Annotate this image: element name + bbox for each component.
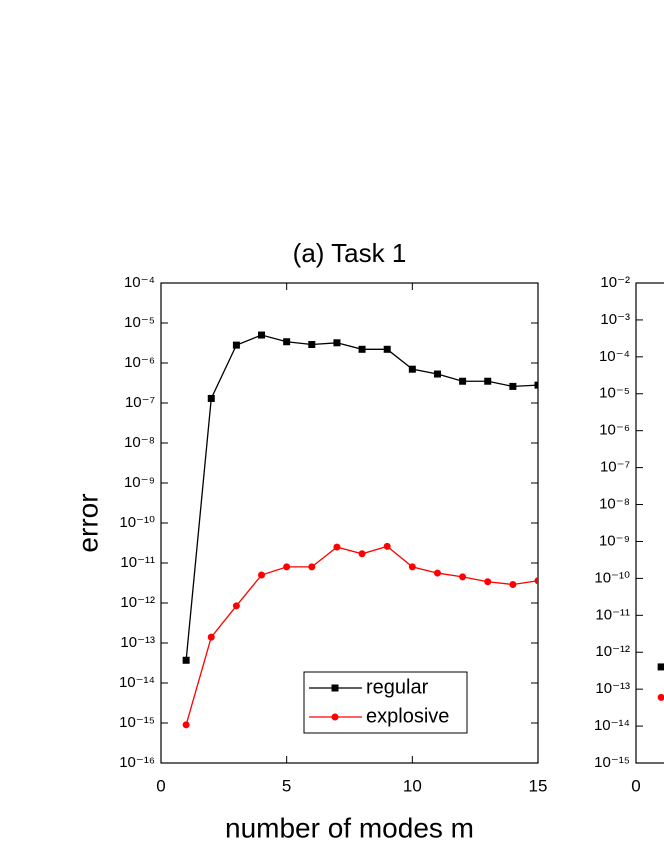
marker [358, 345, 366, 353]
marker [331, 684, 339, 692]
y-tick-label: 10⁻⁸ [599, 496, 630, 513]
y-axis-label: error [72, 493, 103, 552]
marker [657, 663, 664, 671]
x-tick-label: 5 [282, 776, 291, 795]
marker [383, 542, 391, 550]
y-tick-label: 10⁻⁹ [599, 532, 630, 549]
marker [232, 341, 240, 349]
marker [484, 578, 492, 586]
marker [331, 713, 339, 721]
marker [232, 602, 240, 610]
marker [433, 370, 441, 378]
x-axis-label: number of modes m [225, 812, 474, 843]
x-tick-label: 0 [156, 776, 165, 795]
y-tick-label: 10⁻¹⁰ [119, 514, 155, 531]
marker [509, 581, 517, 589]
marker [408, 365, 416, 373]
y-tick-label: 10⁻⁸ [124, 434, 155, 451]
y-tick-label: 10⁻¹⁶ [119, 754, 155, 771]
y-tick-label: 10⁻⁹ [124, 474, 155, 491]
marker [383, 345, 391, 353]
y-tick-label: 10⁻⁴ [599, 348, 630, 365]
marker [308, 563, 316, 571]
marker [358, 550, 366, 558]
plot-frame [160, 282, 539, 764]
marker [258, 331, 266, 339]
marker [408, 563, 416, 571]
marker [534, 381, 538, 389]
marker [509, 382, 517, 390]
x-tick-label: 15 [529, 776, 548, 795]
plot-area [182, 331, 538, 729]
y-tick-label: 10⁻¹² [595, 643, 630, 660]
marker [207, 633, 215, 641]
marker [534, 577, 538, 585]
marker [182, 656, 190, 664]
marker [258, 571, 266, 579]
marker [459, 377, 467, 385]
marker [333, 339, 341, 347]
y-tick-label: 10⁻¹¹ [595, 606, 630, 623]
legend-label: regular [366, 676, 429, 698]
y-tick-label: 10⁻¹¹ [120, 554, 155, 571]
y-tick-label: 10⁻¹⁵ [119, 714, 155, 731]
x-tick-label: 10 [403, 776, 422, 795]
plot-area [657, 663, 664, 701]
marker [283, 563, 291, 571]
marker [657, 693, 664, 701]
marker [484, 377, 492, 385]
x-tick-label: 0 [631, 776, 640, 795]
marker [333, 543, 341, 551]
y-tick-label: 10⁻¹⁴ [119, 674, 155, 691]
marker [459, 573, 467, 581]
y-tick-label: 10⁻⁵ [124, 314, 155, 331]
marker [283, 338, 291, 346]
chart-title: (a) Task 1 [293, 238, 407, 268]
y-tick-label: 10⁻⁵ [599, 385, 630, 402]
y-tick-label: 10⁻⁶ [124, 354, 155, 371]
y-tick-label: 10⁻⁷ [125, 394, 155, 411]
y-tick-label: 10⁻¹⁰ [594, 569, 630, 586]
y-tick-label: 10⁻⁴ [124, 274, 155, 291]
y-tick-label: 10⁻¹² [120, 594, 155, 611]
marker [207, 394, 215, 402]
y-tick-label: 10⁻¹⁴ [594, 717, 630, 734]
plot-frame [635, 282, 664, 764]
y-tick-label: 10⁻³ [600, 311, 630, 328]
y-tick-label: 10⁻¹⁵ [594, 754, 630, 771]
y-tick-label: 10⁻¹³ [120, 634, 155, 651]
marker [308, 341, 316, 349]
y-tick-label: 10⁻⁷ [600, 459, 630, 476]
marker [433, 569, 441, 577]
legend-label: explosive [366, 705, 449, 727]
legend-box [303, 671, 468, 734]
marker [182, 721, 190, 729]
y-tick-label: 10⁻¹³ [595, 680, 630, 697]
y-tick-label: 10⁻² [600, 274, 630, 291]
y-tick-label: 10⁻⁶ [599, 422, 630, 439]
